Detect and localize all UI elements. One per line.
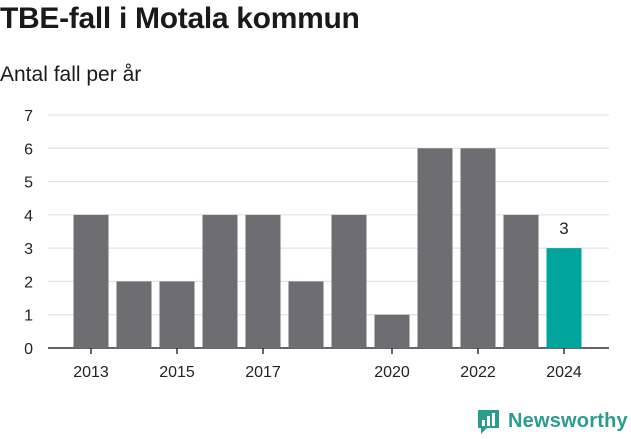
bar-chart-logo-icon	[478, 410, 499, 434]
y-tick-label: 2	[24, 274, 33, 291]
x-tick-label: 2022	[460, 364, 496, 381]
y-tick-label: 3	[24, 241, 33, 258]
bar-chart: 0 1 2 3 4 5 6 7 2013 2015 2017 2020 2022 2024 3	[24, 108, 609, 381]
bar-2022	[460, 148, 496, 348]
bar-2013	[73, 214, 109, 348]
y-tick-label: 0	[24, 341, 33, 358]
bar-2021	[417, 148, 453, 348]
bar-2024	[546, 248, 582, 348]
bar-2019	[331, 214, 367, 348]
newsworthy-logo: Newsworthy	[476, 408, 628, 435]
y-axis-ticks: 0 1 2 3 4 5 6 7	[24, 108, 33, 358]
bar-2018	[288, 281, 324, 348]
y-tick-label: 1	[24, 308, 33, 325]
y-tick-label: 6	[24, 141, 33, 158]
bar-2017	[245, 214, 281, 348]
data-label-highlight: 3	[559, 219, 568, 238]
bar-2015	[159, 281, 195, 348]
x-axis-ticks: 2013 2015 2017 2020 2022 2024	[73, 348, 582, 381]
x-tick-label: 2020	[374, 364, 410, 381]
bar-2014	[116, 281, 152, 348]
brand-name: Newsworthy	[508, 410, 628, 432]
x-tick-label: 2013	[73, 364, 109, 381]
bar-2016	[202, 214, 238, 348]
chart-title: TBE-fall i Motala kommun	[0, 2, 360, 35]
data-labels: 3	[559, 219, 568, 238]
bar-2023	[503, 214, 539, 348]
bar-2020	[374, 314, 410, 348]
y-tick-label: 5	[24, 175, 33, 192]
y-tick-label: 4	[24, 208, 33, 225]
x-tick-label: 2015	[159, 364, 195, 381]
y-tick-label: 7	[24, 108, 33, 125]
bars	[73, 148, 582, 348]
chart-subtitle: Antal fall per år	[0, 63, 142, 86]
x-tick-label: 2017	[245, 364, 281, 381]
x-tick-label: 2024	[546, 364, 582, 381]
